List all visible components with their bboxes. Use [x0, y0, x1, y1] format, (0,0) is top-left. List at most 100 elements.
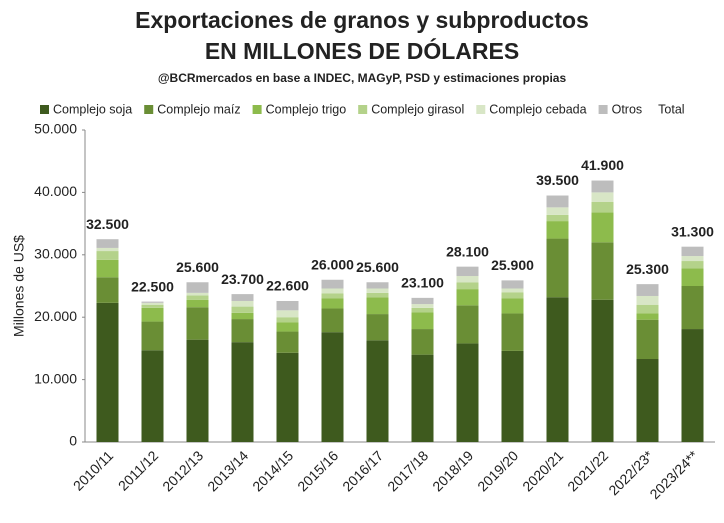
bar-segment: [366, 292, 389, 298]
bar-segment: [501, 350, 524, 442]
legend-label: Total: [658, 102, 684, 116]
bar-segment: [96, 247, 119, 252]
bar-segment: [681, 256, 704, 262]
bar-segment: [681, 268, 704, 286]
bar-segment: [411, 307, 434, 313]
bar-segment: [681, 261, 704, 269]
bar-segment: [546, 221, 569, 239]
bar-segment: [636, 284, 659, 296]
bar-segment: [501, 292, 524, 299]
y-tick-label: 50.000: [34, 121, 77, 137]
legend-swatch: [144, 105, 154, 114]
bar-segment: [501, 280, 524, 289]
bar-segment: [231, 342, 254, 442]
bar-segment: [321, 279, 344, 289]
bar-segment: [276, 352, 299, 442]
bar-segment: [591, 201, 614, 213]
bar-segment: [681, 246, 704, 257]
bar-segment: [546, 238, 569, 298]
bar-segment: [636, 359, 659, 442]
total-label: 25.600: [356, 259, 399, 275]
bar-segment: [591, 242, 614, 300]
legend-swatch: [358, 105, 368, 114]
bar-segment: [276, 310, 299, 318]
bar-segment: [456, 305, 479, 344]
bar-segment: [636, 304, 659, 314]
bar-segment: [636, 319, 659, 360]
bar-segment: [321, 298, 344, 309]
legend-swatch: [252, 105, 262, 114]
bar-segment: [186, 339, 209, 442]
bar-segment: [591, 212, 614, 243]
legend: Complejo soja Complejo maíz Complejo trigo…: [40, 102, 685, 116]
legend-swatch: [598, 105, 608, 114]
bar-segment: [186, 292, 209, 296]
bar-segment: [546, 297, 569, 442]
bar-segment: [591, 192, 614, 202]
bar-segment: [366, 314, 389, 341]
total-label: 39.500: [536, 172, 579, 188]
total-label: 25.600: [176, 259, 219, 275]
bar-segment: [141, 304, 164, 308]
bar-segment: [366, 340, 389, 442]
chart-title: Exportaciones de granos y subproductos: [135, 7, 589, 33]
bar-segment: [231, 300, 254, 307]
legend-swatch: [476, 105, 486, 114]
bar-segment: [96, 259, 119, 278]
bar-segment: [96, 251, 119, 260]
total-label: 25.900: [491, 257, 534, 273]
bar-segment: [501, 298, 524, 314]
bar-segment: [411, 297, 434, 305]
total-label: 28.100: [446, 243, 489, 259]
legend-label: Complejo cebada: [489, 102, 586, 116]
bar-segment: [366, 288, 389, 293]
total-label: 31.300: [671, 223, 714, 239]
bar-segment: [456, 266, 479, 277]
bar-segment: [276, 331, 299, 353]
y-tick-label: 10.000: [34, 370, 77, 386]
y-axis-label: Millones de US$: [11, 235, 27, 337]
total-label: 25.300: [626, 261, 669, 277]
legend-label: Complejo soja: [53, 102, 132, 116]
bar-segment: [456, 276, 479, 283]
bar-segment: [681, 286, 704, 330]
bar-segment: [501, 288, 524, 293]
bar-segment: [321, 332, 344, 442]
bar-segment: [636, 313, 659, 320]
legend-swatch: [40, 105, 49, 114]
bar-segment: [411, 329, 434, 355]
bar-segment: [456, 282, 479, 290]
legend-label: Complejo girasol: [371, 102, 464, 116]
bar-segment: [141, 350, 164, 442]
bar-segment: [411, 304, 434, 308]
bar-segment: [456, 343, 479, 442]
bar-segment: [591, 299, 614, 442]
bar-segment: [546, 195, 569, 208]
bar-segment: [366, 297, 389, 315]
legend-label: Complejo trigo: [266, 102, 347, 116]
bar-segment: [141, 302, 164, 305]
bar-segment: [321, 293, 344, 299]
bar-segment: [96, 277, 119, 303]
bar-segment: [411, 354, 434, 442]
y-tick-label: 40.000: [34, 183, 77, 199]
bar-segment: [231, 294, 254, 301]
bar-segment: [276, 317, 299, 323]
total-label: 32.500: [86, 216, 129, 232]
legend-label: Complejo maíz: [157, 102, 240, 116]
bar-segment: [681, 329, 704, 442]
total-label: 23.100: [401, 275, 444, 291]
bar-segment: [96, 239, 119, 248]
bar-segment: [231, 306, 254, 313]
y-tick-label: 0: [69, 433, 77, 449]
legend-label: Otros: [612, 102, 643, 116]
bar-segment: [366, 282, 389, 289]
bar-segment: [276, 322, 299, 332]
bar-segment: [321, 288, 344, 294]
bar-segment: [276, 300, 299, 311]
bar-segment: [186, 299, 209, 308]
total-label: 22.500: [131, 278, 174, 294]
y-tick-label: 30.000: [34, 246, 77, 262]
bar-segment: [186, 295, 209, 300]
